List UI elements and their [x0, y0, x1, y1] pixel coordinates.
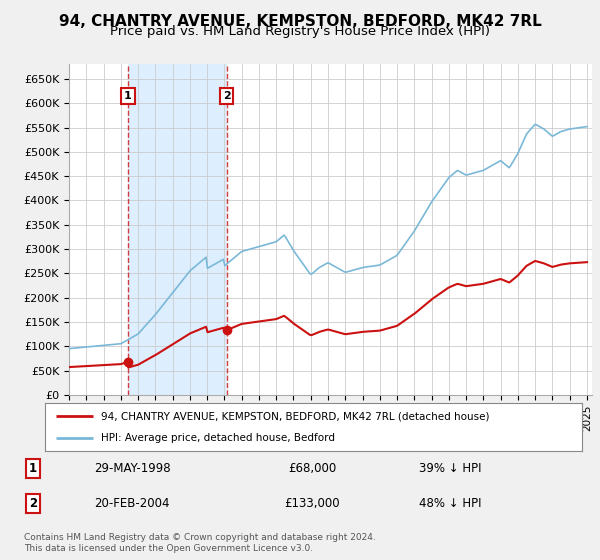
Text: 2: 2 — [223, 91, 230, 101]
Text: HPI: Average price, detached house, Bedford: HPI: Average price, detached house, Bedf… — [101, 433, 335, 443]
Text: £68,000: £68,000 — [288, 462, 336, 475]
Bar — [128, 64, 227, 395]
Text: 94, CHANTRY AVENUE, KEMPSTON, BEDFORD, MK42 7RL: 94, CHANTRY AVENUE, KEMPSTON, BEDFORD, M… — [59, 14, 541, 29]
Text: 39% ↓ HPI: 39% ↓ HPI — [419, 462, 481, 475]
Text: 2: 2 — [29, 497, 37, 510]
Text: Price paid vs. HM Land Registry's House Price Index (HPI): Price paid vs. HM Land Registry's House … — [110, 25, 490, 38]
Text: Contains HM Land Registry data © Crown copyright and database right 2024.
This d: Contains HM Land Registry data © Crown c… — [24, 533, 376, 553]
Text: 29-MAY-1998: 29-MAY-1998 — [94, 462, 170, 475]
Text: 48% ↓ HPI: 48% ↓ HPI — [419, 497, 481, 510]
Text: 94, CHANTRY AVENUE, KEMPSTON, BEDFORD, MK42 7RL (detached house): 94, CHANTRY AVENUE, KEMPSTON, BEDFORD, M… — [101, 411, 490, 421]
Text: 1: 1 — [124, 91, 132, 101]
Text: 20-FEB-2004: 20-FEB-2004 — [94, 497, 170, 510]
Text: £133,000: £133,000 — [284, 497, 340, 510]
Text: 1: 1 — [29, 462, 37, 475]
